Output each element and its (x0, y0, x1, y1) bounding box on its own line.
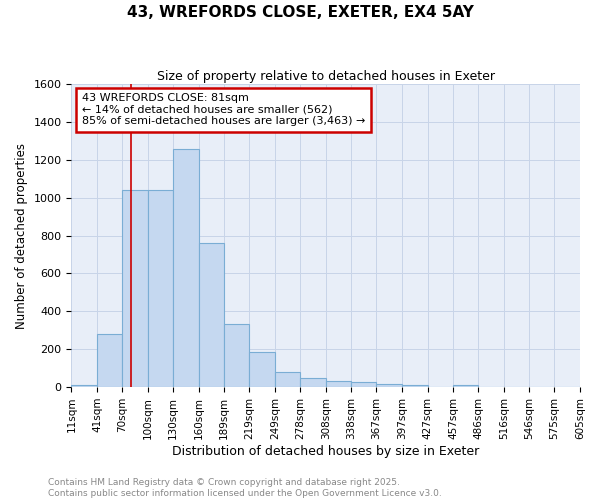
Bar (122, 190, 148, 387)
Bar (71, 385, 97, 387)
Bar (275, 372, 300, 387)
Bar (300, 378, 326, 387)
Text: 43 WREFORDS CLOSE: 81sqm
← 14% of detached houses are smaller (562)
85% of semi-: 43 WREFORDS CLOSE: 81sqm ← 14% of detach… (82, 94, 365, 126)
Bar (376, 384, 402, 387)
Title: Size of property relative to detached houses in Exeter: Size of property relative to detached ho… (157, 70, 495, 83)
Text: Contains HM Land Registry data © Crown copyright and database right 2025.
Contai: Contains HM Land Registry data © Crown c… (48, 478, 442, 498)
Bar (453, 385, 478, 387)
Text: 43, WREFORDS CLOSE, EXETER, EX4 5AY: 43, WREFORDS CLOSE, EXETER, EX4 5AY (127, 5, 473, 20)
Bar (148, 190, 173, 387)
Bar (224, 324, 250, 387)
Bar (580, 385, 600, 387)
Bar (250, 352, 275, 387)
X-axis label: Distribution of detached houses by size in Exeter: Distribution of detached houses by size … (172, 444, 479, 458)
Y-axis label: Number of detached properties: Number of detached properties (15, 142, 28, 328)
Bar (352, 382, 376, 387)
Bar (97, 334, 122, 387)
Bar (402, 385, 428, 387)
Bar (173, 148, 199, 387)
Bar (199, 243, 224, 387)
Bar (326, 382, 352, 387)
